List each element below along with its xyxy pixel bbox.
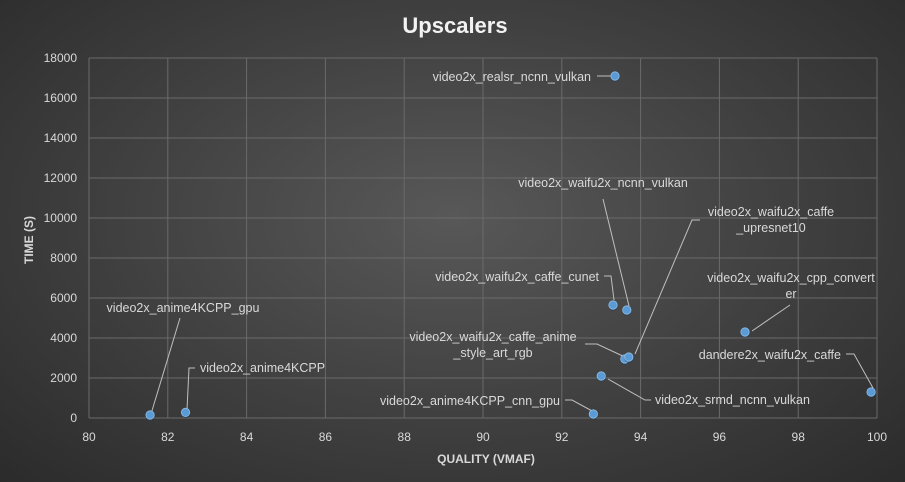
data-point-label: video2x_anime4KCPP (200, 361, 325, 375)
y-tick-label: 2000 (50, 371, 77, 385)
data-point (610, 71, 620, 81)
label-leader-line (846, 353, 874, 389)
data-point (145, 410, 155, 420)
label-leader-line (186, 367, 195, 411)
y-tick-label: 4000 (50, 331, 77, 345)
x-tick-label: 86 (319, 430, 333, 444)
y-tick-label: 8000 (50, 251, 77, 265)
data-point-label-line: dandere2x_waifu2x_caffe (699, 348, 841, 362)
x-tick-label: 82 (161, 430, 175, 444)
x-tick-label: 80 (82, 430, 96, 444)
data-point-label-line: video2x_waifu2x_caffe_anime (409, 330, 576, 344)
data-point-label-line: video2x_realsr_ncnn_vulkan (433, 70, 591, 84)
data-point-label-line: video2x_anime4KCPP (200, 361, 325, 375)
data-point-label: video2x_realsr_ncnn_vulkan (433, 70, 591, 84)
label-leader-line (565, 399, 595, 413)
data-point-label: video2x_waifu2x_caffe _upresnet10 (708, 205, 834, 235)
label-leader-line (604, 275, 615, 301)
x-tick-label: 100 (867, 430, 887, 444)
label-leader-line (751, 304, 791, 332)
data-point-label-line: video2x_anime4KCPP_gpu (107, 301, 260, 315)
x-tick-label: 94 (634, 430, 648, 444)
data-point-label: video2x_anime4KCPP_cnn_gpu (380, 394, 560, 408)
data-point (596, 371, 606, 381)
data-point-label-line: video2x_anime4KCPP_cnn_gpu (380, 394, 560, 408)
data-point-label: video2x_waifu2x_caffe_cunet (435, 270, 599, 284)
y-axis-title: TIME (S) (22, 216, 36, 264)
data-point (624, 352, 634, 362)
data-point-label-line: er (785, 287, 796, 301)
x-tick-label: 88 (398, 430, 412, 444)
data-point (180, 407, 191, 417)
x-axis-title: QUALITY (VMAF) (437, 452, 535, 466)
data-point-label-line: _style_art_rgb (452, 346, 532, 360)
data-point (740, 327, 750, 337)
label-leader-line (585, 343, 628, 359)
data-point-label: video2x_waifu2x_ncnn_vulkan (518, 176, 688, 190)
data-point-label-line: video2x_srmd_ncnn_vulkan (655, 393, 810, 407)
label-leader-line (150, 317, 181, 415)
x-tick-label: 98 (792, 430, 806, 444)
data-point-label-line: video2x_waifu2x_ncnn_vulkan (518, 176, 688, 190)
label-leader-line (607, 378, 651, 401)
chart-title: Upscalers (402, 13, 507, 38)
data-point-label: video2x_waifu2x_caffe_anime _style_art_rg… (409, 330, 576, 360)
y-tick-label: 12000 (44, 171, 78, 185)
data-point (608, 300, 618, 310)
y-tick-label: 16000 (44, 91, 78, 105)
x-tick-label: 96 (713, 430, 727, 444)
y-tick-label: 10000 (44, 211, 78, 225)
data-point-label: dandere2x_waifu2x_caffe (699, 348, 841, 362)
x-tick-label: 92 (555, 430, 569, 444)
x-tick-label: 90 (476, 430, 490, 444)
data-point-label-line: video2x_waifu2x_caffe (708, 205, 834, 219)
label-leader-line (602, 198, 630, 307)
data-point-label-line: video2x_waifu2x_cpp_convert (707, 271, 875, 285)
x-tick-label: 84 (240, 430, 254, 444)
data-point-label: video2x_anime4KCPP_gpu (107, 301, 260, 315)
data-point-label: video2x_srmd_ncnn_vulkan (655, 393, 810, 407)
y-tick-label: 18000 (44, 51, 78, 65)
data-point-label-line: video2x_waifu2x_caffe_cunet (435, 270, 599, 284)
data-point (622, 305, 632, 315)
y-tick-label: 0 (70, 411, 77, 425)
data-point (866, 387, 876, 397)
data-point (588, 409, 598, 419)
data-point-label-line: _upresnet10 (735, 221, 806, 235)
y-tick-label: 14000 (44, 131, 78, 145)
y-tick-label: 6000 (50, 291, 77, 305)
label-leader-line (634, 219, 700, 355)
